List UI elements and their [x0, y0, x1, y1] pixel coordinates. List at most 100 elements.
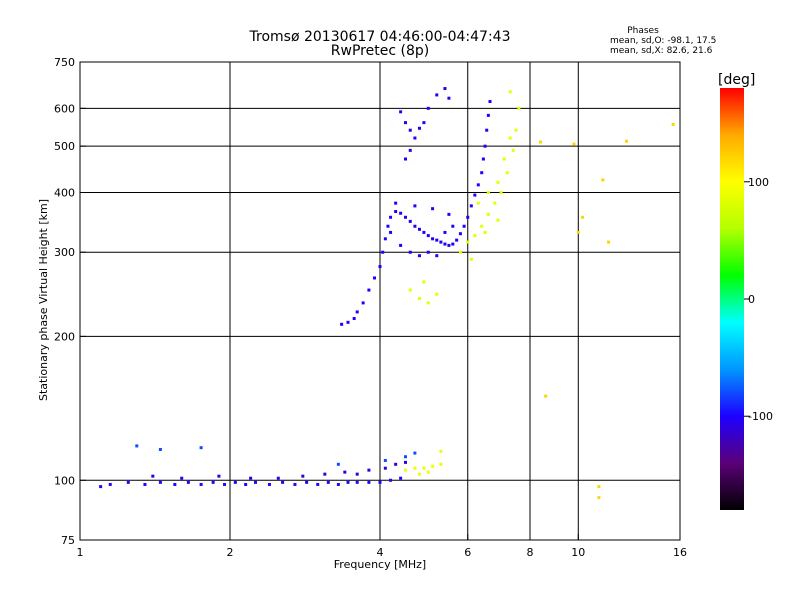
data-point: [180, 476, 184, 480]
data-point: [435, 292, 439, 296]
data-point: [417, 227, 421, 231]
data-point: [403, 460, 407, 464]
data-point: [276, 476, 280, 480]
data-point: [426, 470, 430, 474]
data-point: [173, 482, 177, 486]
data-point: [326, 480, 330, 484]
x-tick-label: 16: [673, 546, 687, 559]
data-point: [340, 322, 344, 326]
data-point: [408, 148, 412, 152]
data-point: [514, 128, 518, 132]
colorbar-tick-label: -100: [748, 410, 773, 423]
y-tick-label: 400: [54, 186, 75, 199]
stats-header: Phases: [627, 26, 659, 36]
x-axis-label: Frequency [MHz]: [334, 558, 426, 571]
data-point: [607, 240, 611, 244]
data-point: [469, 204, 473, 208]
data-point: [135, 444, 139, 448]
data-point: [316, 482, 320, 486]
x-tick-label: 1: [77, 546, 84, 559]
data-point: [394, 462, 398, 466]
data-point: [352, 316, 356, 320]
data-point: [355, 480, 359, 484]
data-point: [394, 201, 398, 205]
chart-title: Tromsø 20130617 04:46:00-04:47:43: [249, 29, 511, 45]
data-point: [403, 157, 407, 161]
data-point: [233, 480, 237, 484]
data-point: [469, 257, 473, 261]
data-point: [383, 458, 387, 462]
data-point: [511, 148, 515, 152]
data-point: [367, 288, 371, 292]
data-point: [355, 310, 359, 314]
data-point: [361, 301, 365, 305]
data-point: [126, 480, 130, 484]
data-point: [417, 472, 421, 476]
data-point: [367, 480, 371, 484]
data-point: [447, 96, 451, 100]
data-point: [408, 128, 412, 132]
data-point: [186, 480, 190, 484]
y-tick-label: 300: [54, 246, 75, 259]
data-point: [426, 106, 430, 110]
data-point: [373, 276, 377, 280]
data-point: [336, 462, 340, 466]
data-point: [483, 230, 487, 234]
data-point: [485, 128, 489, 132]
data-point: [476, 183, 480, 187]
chart-subtitle: RwPretec (8p): [331, 43, 429, 59]
data-point: [508, 90, 512, 94]
x-tick-label: 8: [527, 546, 534, 559]
data-point: [451, 242, 455, 246]
data-point: [439, 462, 443, 466]
data-point: [488, 100, 492, 104]
data-point: [443, 242, 447, 246]
data-point: [539, 140, 543, 144]
data-point: [399, 211, 403, 215]
data-point: [293, 482, 297, 486]
data-point: [378, 480, 382, 484]
x-tick-label: 6: [464, 546, 471, 559]
data-point: [426, 234, 430, 238]
data-point: [493, 201, 497, 205]
data-point: [422, 466, 426, 470]
data-point: [199, 446, 203, 450]
data-point: [305, 480, 309, 484]
data-point: [447, 243, 451, 247]
colorbar: [720, 88, 744, 510]
data-point: [597, 485, 601, 489]
data-point: [367, 468, 371, 472]
data-point: [601, 178, 605, 182]
data-point: [158, 447, 162, 451]
data-point: [435, 254, 439, 258]
data-point: [499, 190, 503, 194]
x-tick-label: 10: [571, 546, 585, 559]
data-point: [323, 472, 327, 476]
data-point: [508, 136, 512, 140]
data-point: [458, 232, 462, 236]
y-tick-label: 600: [54, 102, 75, 115]
y-tick-label: 100: [54, 474, 75, 487]
y-tick-label: 500: [54, 140, 75, 153]
data-point: [443, 230, 447, 234]
data-point: [301, 474, 305, 478]
data-point: [473, 234, 477, 238]
data-point: [413, 136, 417, 140]
data-point: [443, 87, 447, 91]
data-point: [481, 157, 485, 161]
data-point: [517, 106, 521, 110]
data-point: [483, 144, 487, 148]
data-point: [480, 224, 484, 228]
data-point: [408, 288, 412, 292]
data-point: [399, 243, 403, 247]
data-point: [431, 237, 435, 241]
data-point: [158, 480, 162, 484]
data-point: [462, 224, 466, 228]
colorbar-label: [deg]: [718, 72, 755, 88]
data-point: [502, 157, 506, 161]
data-point: [413, 224, 417, 228]
data-point: [422, 121, 426, 125]
data-point: [223, 482, 227, 486]
x-tick-label: 2: [227, 546, 234, 559]
